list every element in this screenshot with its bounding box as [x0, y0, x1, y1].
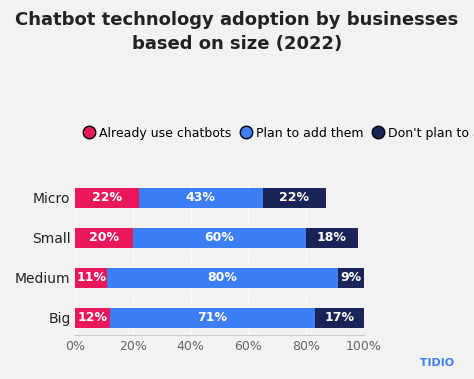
- Text: 20%: 20%: [89, 231, 119, 244]
- Bar: [75, 268, 107, 288]
- Text: Chatbot technology adoption by businesses
based on size (2022): Chatbot technology adoption by businesse…: [15, 11, 459, 53]
- Text: 18%: 18%: [317, 231, 347, 244]
- Bar: [75, 228, 133, 247]
- Text: 17%: 17%: [324, 311, 354, 324]
- Text: 11%: 11%: [76, 271, 106, 284]
- Bar: [337, 268, 364, 288]
- Text: 22%: 22%: [280, 191, 310, 204]
- Text: 12%: 12%: [78, 311, 108, 324]
- Bar: [306, 228, 358, 247]
- Text: 80%: 80%: [208, 271, 237, 284]
- Text: 43%: 43%: [186, 191, 216, 204]
- Bar: [75, 308, 110, 328]
- Bar: [315, 308, 364, 328]
- Bar: [263, 188, 326, 208]
- Bar: [110, 308, 315, 328]
- Text: TIDIO: TIDIO: [412, 358, 455, 368]
- Text: 60%: 60%: [205, 231, 235, 244]
- Text: 9%: 9%: [340, 271, 361, 284]
- Bar: [107, 268, 337, 288]
- Text: 22%: 22%: [92, 191, 122, 204]
- Legend: Already use chatbots, Plan to add them, Don't plan to add them: Already use chatbots, Plan to add them, …: [79, 122, 474, 145]
- Text: 71%: 71%: [197, 311, 228, 324]
- Bar: [139, 188, 263, 208]
- Bar: [75, 188, 139, 208]
- Bar: [133, 228, 306, 247]
